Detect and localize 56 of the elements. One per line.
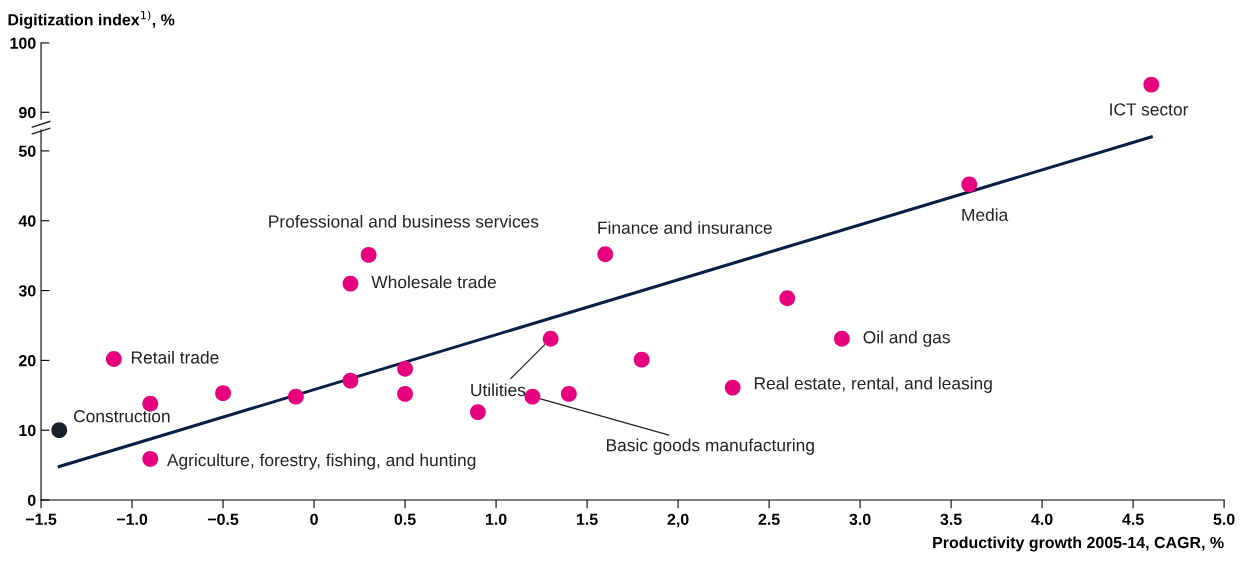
point — [51, 422, 68, 439]
x-axis-title: Productivity growth 2005-14, CAGR, % — [933, 536, 1224, 552]
y-tick-label: 20 — [18, 355, 36, 367]
x-tick-label: 2,0 — [667, 513, 689, 528]
point — [287, 388, 304, 405]
x-tick-label: 4.0 — [1031, 513, 1053, 525]
point — [633, 351, 650, 368]
point — [961, 176, 978, 193]
y-tick-label: 100 — [10, 37, 36, 49]
annotation: Professional and business services — [269, 214, 539, 228]
annotation: Basic goods manufacturing — [606, 438, 814, 455]
annotation: Wholesale trade — [371, 275, 496, 289]
point — [397, 385, 413, 402]
x-tick-label: −1.0 — [116, 513, 148, 525]
annotation: Media — [962, 208, 1009, 222]
point — [469, 404, 486, 420]
y-tick-label: 10 — [19, 424, 36, 437]
point — [724, 379, 741, 396]
y-tick-label: 40 — [18, 215, 36, 227]
x-tick-label: 2.5 — [758, 513, 780, 525]
point — [397, 360, 413, 377]
chart-title: Digitization index$^{1)}$, % — [8, 10, 175, 29]
point — [833, 330, 850, 347]
x-tick-label: 0 — [310, 513, 318, 525]
annotation: Utilities — [471, 383, 526, 397]
point — [524, 388, 541, 405]
point — [597, 246, 614, 263]
x-tick-label: −0.5 — [207, 513, 239, 525]
annotation: ICT sector — [1110, 103, 1189, 116]
point — [142, 450, 159, 467]
point — [342, 275, 359, 292]
y-tick-label: 90 — [18, 106, 36, 119]
annotation: Construction — [74, 409, 170, 423]
x-tick-label: 3.0 — [849, 513, 871, 525]
x-tick-label: 0.5 — [394, 513, 416, 525]
y-tick-label: 0 — [27, 494, 36, 506]
point — [215, 385, 231, 402]
annotation: Retail trade — [131, 350, 219, 364]
annotation: Real estate, rental, and leasing — [754, 376, 992, 393]
point — [360, 247, 377, 263]
annotation: Agriculture, forestry, fishing, and hunting — [166, 453, 476, 470]
x-tick-label: 1.5 — [576, 513, 598, 525]
y-tick-label: 50 — [18, 145, 36, 157]
annotation: Finance and insurance — [598, 221, 772, 234]
point — [342, 372, 359, 389]
x-tick-label: 1.0 — [485, 513, 507, 525]
point — [560, 385, 577, 402]
x-tick-label: 3.5 — [940, 513, 962, 525]
point — [542, 330, 559, 347]
x-tick-label: −1.5 — [25, 513, 57, 525]
y-tick-label: 30 — [18, 285, 36, 297]
x-tick-label: 5.0 — [1213, 513, 1235, 525]
point — [779, 290, 796, 307]
x-tick-label: 4.5 — [1122, 513, 1144, 525]
annotation: Oil and gas — [863, 330, 950, 347]
point — [105, 351, 122, 367]
